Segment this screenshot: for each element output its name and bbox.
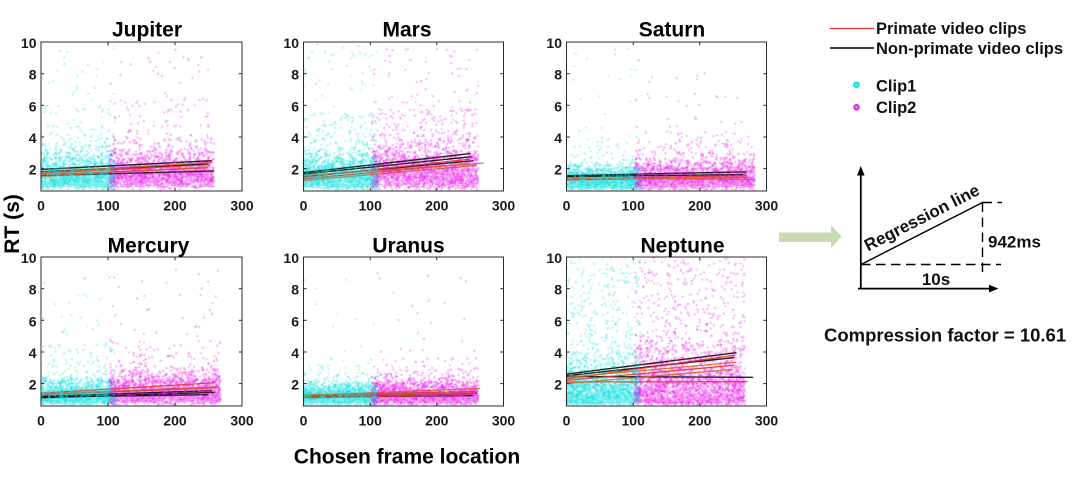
svg-text:2: 2: [29, 377, 37, 393]
svg-text:8: 8: [554, 67, 562, 83]
svg-text:2: 2: [29, 162, 37, 178]
svg-text:4: 4: [291, 130, 299, 146]
svg-text:10: 10: [546, 250, 562, 266]
svg-text:2: 2: [291, 162, 299, 178]
svg-text:6: 6: [291, 313, 299, 329]
svg-text:942ms: 942ms: [988, 233, 1041, 252]
svg-text:8: 8: [29, 67, 37, 83]
svg-text:4: 4: [554, 345, 562, 361]
svg-text:0: 0: [37, 198, 45, 214]
svg-text:100: 100: [622, 413, 646, 429]
svg-text:10: 10: [546, 35, 562, 51]
svg-text:8: 8: [29, 282, 37, 298]
svg-text:300: 300: [755, 413, 779, 429]
svg-text:2: 2: [554, 162, 562, 178]
svg-text:Neptune: Neptune: [641, 234, 725, 257]
svg-text:Clip2: Clip2: [876, 99, 916, 117]
svg-text:100: 100: [359, 413, 383, 429]
svg-text:Primate video clips: Primate video clips: [876, 20, 1026, 38]
svg-text:100: 100: [622, 198, 646, 214]
svg-text:Chosen frame location: Chosen frame location: [294, 446, 520, 469]
svg-text:8: 8: [291, 282, 299, 298]
svg-text:6: 6: [29, 313, 37, 329]
svg-text:200: 200: [688, 413, 712, 429]
svg-text:100: 100: [359, 198, 383, 214]
svg-text:10: 10: [283, 35, 299, 51]
svg-text:200: 200: [425, 198, 449, 214]
svg-text:200: 200: [163, 413, 187, 429]
svg-text:4: 4: [554, 130, 562, 146]
svg-text:6: 6: [554, 313, 562, 329]
svg-text:200: 200: [163, 198, 187, 214]
svg-text:Clip1: Clip1: [876, 78, 916, 96]
svg-text:300: 300: [230, 198, 254, 214]
svg-text:10: 10: [21, 35, 37, 51]
svg-text:4: 4: [29, 130, 37, 146]
svg-text:Jupiter: Jupiter: [112, 18, 182, 41]
svg-text:4: 4: [29, 345, 37, 361]
svg-text:10s: 10s: [922, 270, 950, 289]
svg-text:200: 200: [688, 198, 712, 214]
svg-text:6: 6: [291, 98, 299, 114]
svg-text:Compression factor = 10.61: Compression factor = 10.61: [824, 325, 1066, 346]
svg-text:6: 6: [29, 98, 37, 114]
svg-text:Uranus: Uranus: [372, 234, 444, 257]
svg-text:Saturn: Saturn: [639, 18, 706, 41]
svg-text:6: 6: [554, 98, 562, 114]
svg-text:100: 100: [96, 198, 120, 214]
svg-text:0: 0: [300, 198, 308, 214]
svg-text:200: 200: [425, 413, 449, 429]
svg-text:8: 8: [554, 282, 562, 298]
svg-text:300: 300: [492, 198, 516, 214]
svg-text:2: 2: [554, 377, 562, 393]
svg-text:0: 0: [37, 413, 45, 429]
svg-text:300: 300: [492, 413, 516, 429]
svg-text:4: 4: [291, 345, 299, 361]
svg-text:2: 2: [291, 377, 299, 393]
svg-text:0: 0: [300, 413, 308, 429]
svg-text:8: 8: [291, 67, 299, 83]
svg-text:Non-primate video clips: Non-primate video clips: [876, 40, 1063, 58]
svg-text:RT (s): RT (s): [1, 194, 24, 254]
svg-text:300: 300: [755, 198, 779, 214]
svg-text:Mercury: Mercury: [108, 234, 190, 257]
svg-text:0: 0: [563, 198, 571, 214]
svg-text:10: 10: [283, 250, 299, 266]
svg-text:0: 0: [563, 413, 571, 429]
svg-text:300: 300: [230, 413, 254, 429]
svg-text:100: 100: [96, 413, 120, 429]
svg-text:Mars: Mars: [382, 18, 431, 41]
